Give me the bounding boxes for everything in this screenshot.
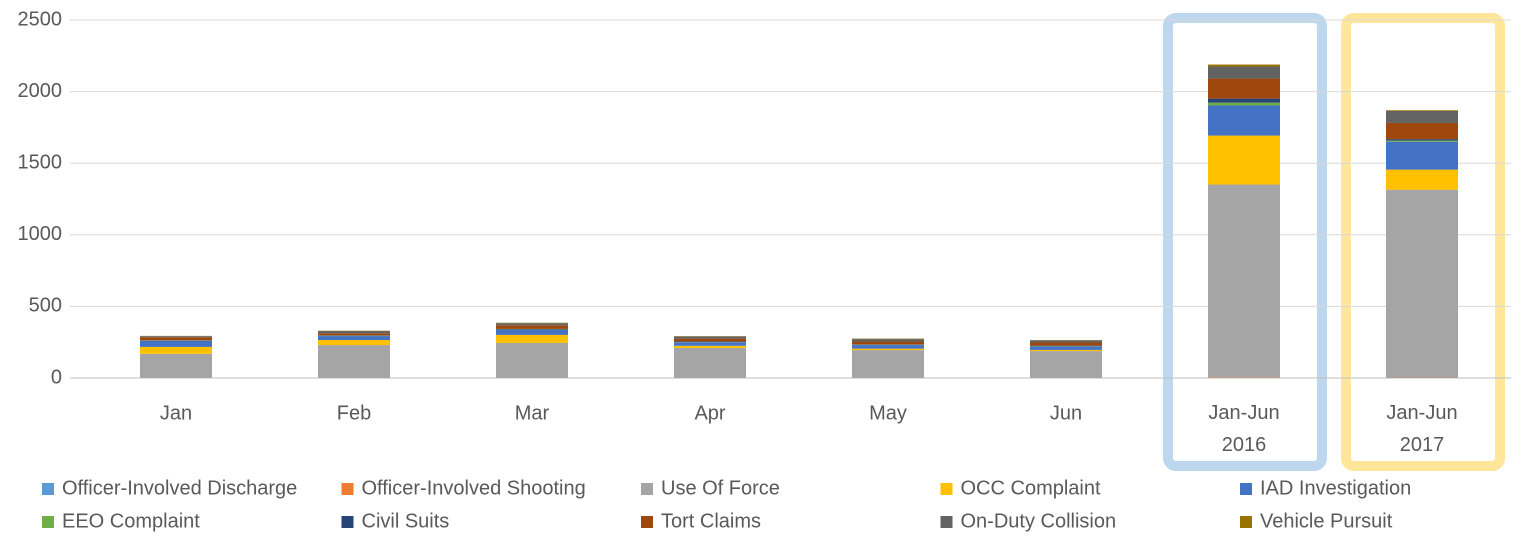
legend-swatch <box>641 516 653 528</box>
x-tick-label: May <box>869 402 907 424</box>
y-tick-label: 0 <box>51 366 62 388</box>
bar-segment <box>1208 135 1280 185</box>
bar-segment <box>1386 122 1458 140</box>
legend-label: EEO Complaint <box>62 510 200 532</box>
legend-swatch <box>42 516 54 528</box>
bar-segment <box>496 329 568 335</box>
x-tick-label: Jan-Jun 2017 <box>1386 402 1457 456</box>
bar-segment <box>1386 140 1458 142</box>
bar-segment <box>1208 102 1280 106</box>
y-tick-label: 500 <box>29 295 62 317</box>
y-tick-label: 2500 <box>18 8 63 30</box>
highlight-2017 <box>1341 13 1505 471</box>
bar-segment <box>496 325 568 329</box>
legend-label: Officer-Involved Shooting <box>362 477 586 499</box>
y-tick-label: 1000 <box>18 223 63 245</box>
highlight-2016 <box>1163 13 1327 471</box>
bar-segment <box>852 341 924 345</box>
bar-segment <box>1208 98 1280 103</box>
bar-segment <box>852 345 924 349</box>
legend-swatch <box>641 483 653 495</box>
bar-segment <box>674 342 746 346</box>
bar-segment <box>1208 184 1280 378</box>
legend-label: Officer-Involved Discharge <box>62 477 297 499</box>
legend-swatch <box>1240 516 1252 528</box>
bar-segment <box>140 353 212 378</box>
x-tick-label: Mar <box>515 402 550 424</box>
y-tick-label: 1500 <box>18 151 63 173</box>
legend-label: Use Of Force <box>661 477 780 499</box>
bar-segment <box>140 337 212 341</box>
bar-segment <box>1030 349 1102 352</box>
bar-segment <box>1208 64 1280 67</box>
x-tick-label: Feb <box>337 402 371 424</box>
x-tick-label: Jun <box>1050 402 1082 424</box>
bar-segment <box>1386 141 1458 170</box>
bar-segment <box>1030 342 1102 346</box>
legend-label: Tort Claims <box>661 510 761 532</box>
bar-segment <box>1386 110 1458 123</box>
x-tick-label: Jan-Jun 2016 <box>1208 402 1279 456</box>
bar-segment <box>1030 340 1102 343</box>
bar-segment <box>852 339 924 342</box>
bar-segment <box>1208 105 1280 136</box>
bar-segment <box>496 334 568 343</box>
bar-segment <box>1386 169 1458 190</box>
bar-segment <box>140 336 212 338</box>
bar-segment <box>496 328 568 330</box>
x-tick-label: Jan <box>160 402 192 424</box>
bar-segment <box>674 336 746 339</box>
bar-segment <box>1208 66 1280 79</box>
bar-segment <box>1030 346 1102 350</box>
bar-segment <box>1208 78 1280 99</box>
y-tick-label: 2000 <box>18 80 63 102</box>
bar-segment <box>318 340 390 346</box>
legend-label: IAD Investigation <box>1260 477 1411 499</box>
legend-swatch <box>1240 483 1252 495</box>
bar-segment <box>1386 189 1458 378</box>
bar-segment <box>318 336 390 341</box>
bar-segment <box>674 347 746 378</box>
legend-swatch <box>940 483 953 495</box>
legend-swatch <box>940 516 953 528</box>
bar-segment <box>318 333 390 336</box>
bar-segment <box>318 345 390 378</box>
bar-segment <box>1386 139 1458 141</box>
legend-swatch <box>341 483 354 495</box>
bar-segment <box>140 340 212 347</box>
legend-swatch <box>42 483 54 495</box>
legend-label: Civil Suits <box>362 510 450 532</box>
legend-label: Vehicle Pursuit <box>1260 510 1393 532</box>
bar-segment <box>140 346 212 354</box>
bar-segment <box>1030 351 1102 378</box>
bar-segment <box>496 323 568 326</box>
legend-label: OCC Complaint <box>961 477 1101 499</box>
bar-segment <box>852 350 924 378</box>
legend-swatch <box>341 516 354 528</box>
bar-segment <box>674 345 746 348</box>
bar-segment <box>852 348 924 351</box>
x-tick-label: Apr <box>694 402 725 424</box>
bar-segment <box>674 338 746 342</box>
bar-segment <box>318 331 390 334</box>
bar-segment <box>496 342 568 378</box>
legend-label: On-Duty Collision <box>961 510 1117 532</box>
bar-segment <box>1386 110 1458 111</box>
